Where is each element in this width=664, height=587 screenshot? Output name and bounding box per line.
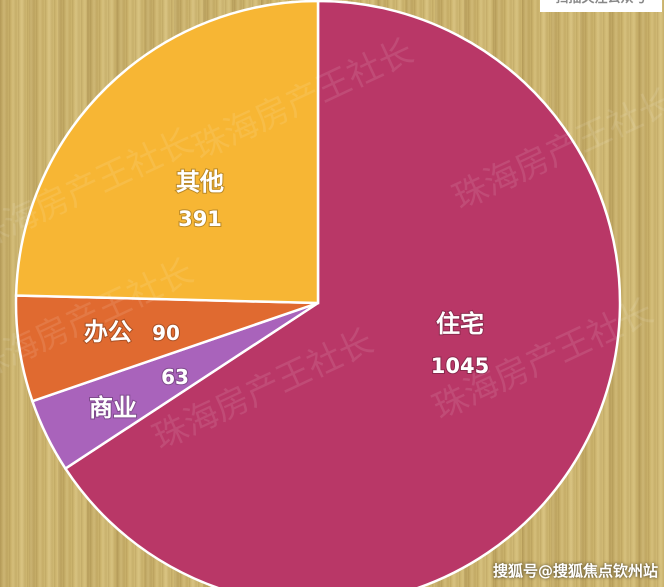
slice-value-commercial: 63 <box>161 365 189 389</box>
slice-label-office: 办公 <box>84 318 132 346</box>
slice-value-residential: 1045 <box>431 354 489 378</box>
slice-label-commercial: 商业 <box>89 394 137 422</box>
slice-value-other: 391 <box>178 207 222 231</box>
slice-label-residential: 住宅 <box>436 310 484 338</box>
slice-value-office: 90 <box>152 321 180 345</box>
slice-label-other: 其他 <box>176 168 224 196</box>
pie-slice-other <box>14 0 320 305</box>
top-note: 扫描关注公众号 <box>540 0 662 12</box>
pie-slice-residential <box>63 0 622 587</box>
footer-source: 搜狐号@搜狐焦点钦州站 <box>492 562 658 580</box>
